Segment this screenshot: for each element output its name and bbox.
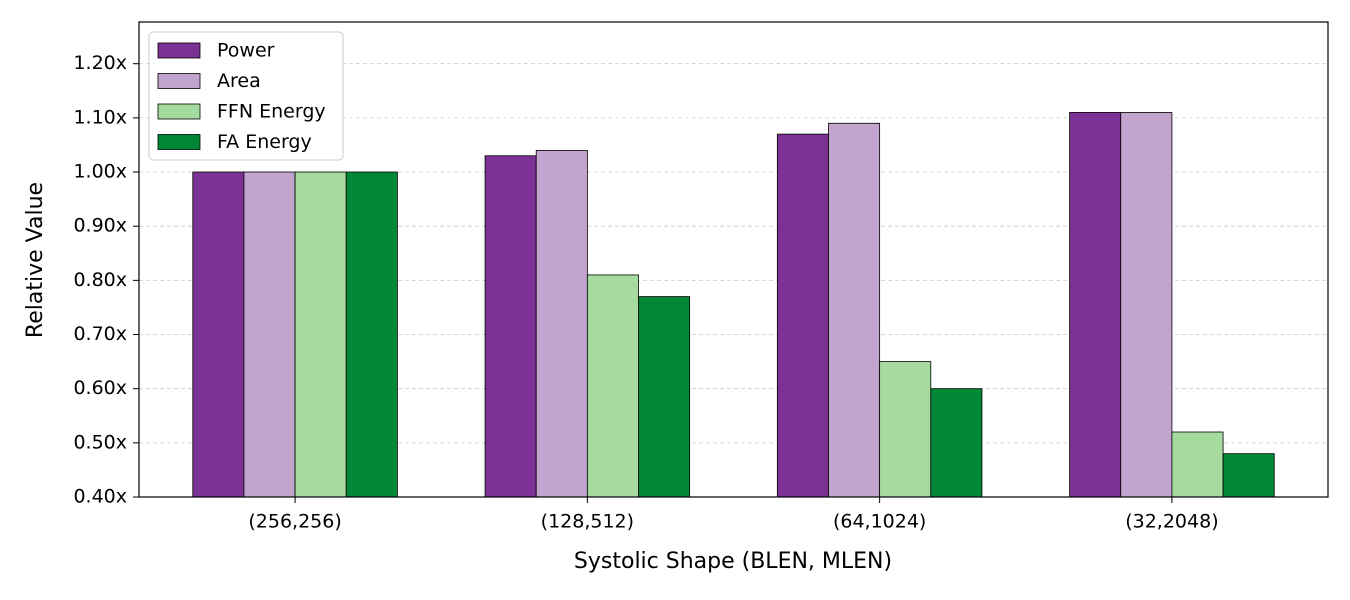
x-axis-label: Systolic Shape (BLEN, MLEN) bbox=[574, 549, 892, 574]
legend-swatch bbox=[157, 103, 201, 120]
y-tick-label: 0.90x bbox=[73, 215, 127, 237]
legend-box bbox=[148, 31, 344, 161]
bar bbox=[535, 149, 588, 498]
y-tick-label: 1.20x bbox=[73, 52, 127, 74]
bar bbox=[776, 133, 829, 498]
bar bbox=[586, 274, 639, 498]
bar bbox=[345, 171, 398, 498]
legend-label: FFN Energy bbox=[217, 101, 326, 123]
legend-swatch bbox=[157, 134, 201, 150]
bar bbox=[1069, 112, 1122, 498]
bar bbox=[1222, 453, 1275, 498]
legend-swatch bbox=[157, 42, 201, 59]
bar bbox=[243, 171, 296, 498]
legend-label: Power bbox=[217, 40, 275, 62]
legend-label: FA Energy bbox=[217, 131, 312, 153]
x-tick-label: (64,1024) bbox=[833, 511, 926, 533]
y-tick-label: 0.70x bbox=[73, 323, 127, 345]
bar bbox=[828, 122, 881, 498]
y-tick-label: 0.40x bbox=[73, 486, 127, 508]
bar bbox=[930, 388, 983, 498]
bar bbox=[1120, 112, 1173, 498]
bar bbox=[638, 296, 691, 498]
legend-swatch bbox=[157, 73, 201, 89]
bar bbox=[294, 171, 347, 498]
plot-frame bbox=[138, 21, 1329, 498]
y-tick-label: 0.50x bbox=[73, 431, 127, 453]
y-tick-label: 0.80x bbox=[73, 269, 127, 291]
y-tick-label: 1.10x bbox=[73, 106, 127, 128]
bar bbox=[1171, 431, 1224, 498]
bar bbox=[484, 155, 537, 498]
x-tick-label: (256,256) bbox=[248, 511, 341, 533]
legend-label: Area bbox=[217, 70, 261, 92]
y-axis-label: Relative Value bbox=[23, 182, 48, 338]
y-tick-label: 1.00x bbox=[73, 161, 127, 183]
bar bbox=[192, 171, 245, 498]
bar bbox=[879, 361, 932, 498]
x-tick-label: (128,512) bbox=[541, 511, 634, 533]
y-tick-label: 0.60x bbox=[73, 377, 127, 399]
x-tick-label: (32,2048) bbox=[1125, 511, 1218, 533]
